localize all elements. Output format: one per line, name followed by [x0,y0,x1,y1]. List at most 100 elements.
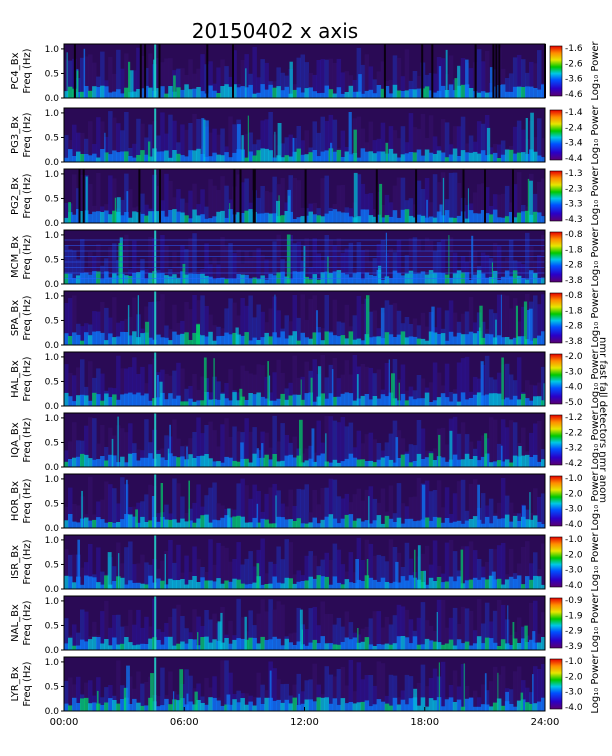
spectrogram-texture [140,683,145,711]
spectrogram-texture [320,260,325,284]
low-frequency-band [88,274,93,284]
low-frequency-band [340,642,346,650]
low-frequency-band [312,332,317,345]
low-frequency-band [452,702,458,711]
spectrogram-texture [260,311,265,345]
low-frequency-band [356,157,362,162]
spectrogram-texture [392,303,398,345]
spectrogram-texture [416,325,422,345]
low-frequency-band [521,699,526,711]
spectrogram-texture [533,552,538,589]
spectrogram-texture [144,204,149,223]
spectrogram-texture [372,140,378,162]
spectrogram-texture [184,249,189,284]
low-frequency-band [388,459,394,467]
spectrogram-texture [212,676,217,711]
low-frequency-band [252,337,257,345]
low-frequency-band [380,457,386,467]
spectrogram-texture [116,355,121,406]
spectrogram-texture [356,242,362,284]
data-gap [239,169,242,223]
low-frequency-band [348,393,354,406]
low-frequency-band [132,331,137,345]
spectrogram-texture [332,358,338,406]
low-frequency-band [368,523,374,528]
spectrogram-texture [272,668,277,711]
burst-streak [348,112,352,162]
y-tick-label: 1.0 [45,231,60,241]
low-frequency-band [504,216,510,223]
spectrogram-texture [116,660,121,711]
low-frequency-band [537,461,542,467]
low-frequency-band [440,582,446,589]
spectrogram-texture [541,178,546,223]
spectrogram-texture [537,382,542,406]
low-frequency-band [392,462,398,467]
low-frequency-band [292,645,297,650]
spectrogram-texture [537,496,542,528]
spectrogram-texture [296,180,301,223]
spectrogram-texture [408,324,414,345]
low-frequency-band [308,279,313,284]
colorbar-tick-label: -3.9 [565,642,583,652]
spectrogram-texture [488,498,494,528]
spectrogram-texture [308,445,313,467]
spectrogram-texture [376,138,382,162]
low-frequency-band [408,89,414,98]
spectrogram-texture [428,312,434,345]
spectrogram-texture [228,561,233,589]
spectrogram-texture [244,370,249,406]
low-frequency-band [180,333,185,345]
spectrogram-texture [100,373,105,406]
spectrogram-texture [460,606,466,650]
spectrogram-texture [340,130,346,162]
low-frequency-band [436,150,442,162]
low-frequency-band [160,457,165,467]
low-frequency-band [256,150,261,162]
low-frequency-band [96,271,101,284]
low-frequency-band [376,85,382,98]
spectrogram-texture [240,365,245,406]
low-frequency-band [252,637,257,650]
low-frequency-band [80,394,85,406]
low-frequency-band [392,522,398,528]
spectrogram-texture [324,59,329,98]
spectrogram-texture [504,363,510,406]
burst-streak [316,310,318,345]
low-frequency-band [264,697,269,711]
low-frequency-band [260,704,265,711]
spectrogram-texture [496,246,502,284]
burst-streak [151,496,155,528]
spectrogram-texture [404,674,410,711]
low-frequency-band [92,153,97,162]
low-frequency-band [452,454,458,467]
spectrogram-texture [300,54,305,98]
low-frequency-band [220,583,225,589]
spectrogram-texture [224,66,229,98]
spectrogram-texture [256,197,261,223]
spectrogram-texture [340,374,346,406]
spectrogram-texture [80,359,85,406]
spectrogram-texture [176,266,181,284]
low-frequency-band [80,154,85,162]
spectrogram-texture [96,501,101,528]
spectrogram-texture [272,609,277,650]
spectrogram-texture [76,188,81,223]
low-frequency-band [292,394,297,406]
spectrogram-texture [132,357,137,406]
low-frequency-band [512,217,518,223]
spectrogram-texture [529,384,534,406]
low-frequency-band [120,331,125,345]
low-frequency-band [176,580,181,589]
spectrogram-texture [356,47,362,98]
spectrogram-texture [136,449,141,467]
spectrogram-texture [436,599,442,650]
low-frequency-band [324,398,329,406]
low-frequency-band [296,148,301,162]
low-frequency-band [320,92,325,98]
spectrogram-texture [312,606,317,650]
low-frequency-band [304,460,309,467]
spectrogram-texture [320,59,325,98]
low-frequency-band [196,518,201,528]
spectrogram-texture [100,571,105,589]
